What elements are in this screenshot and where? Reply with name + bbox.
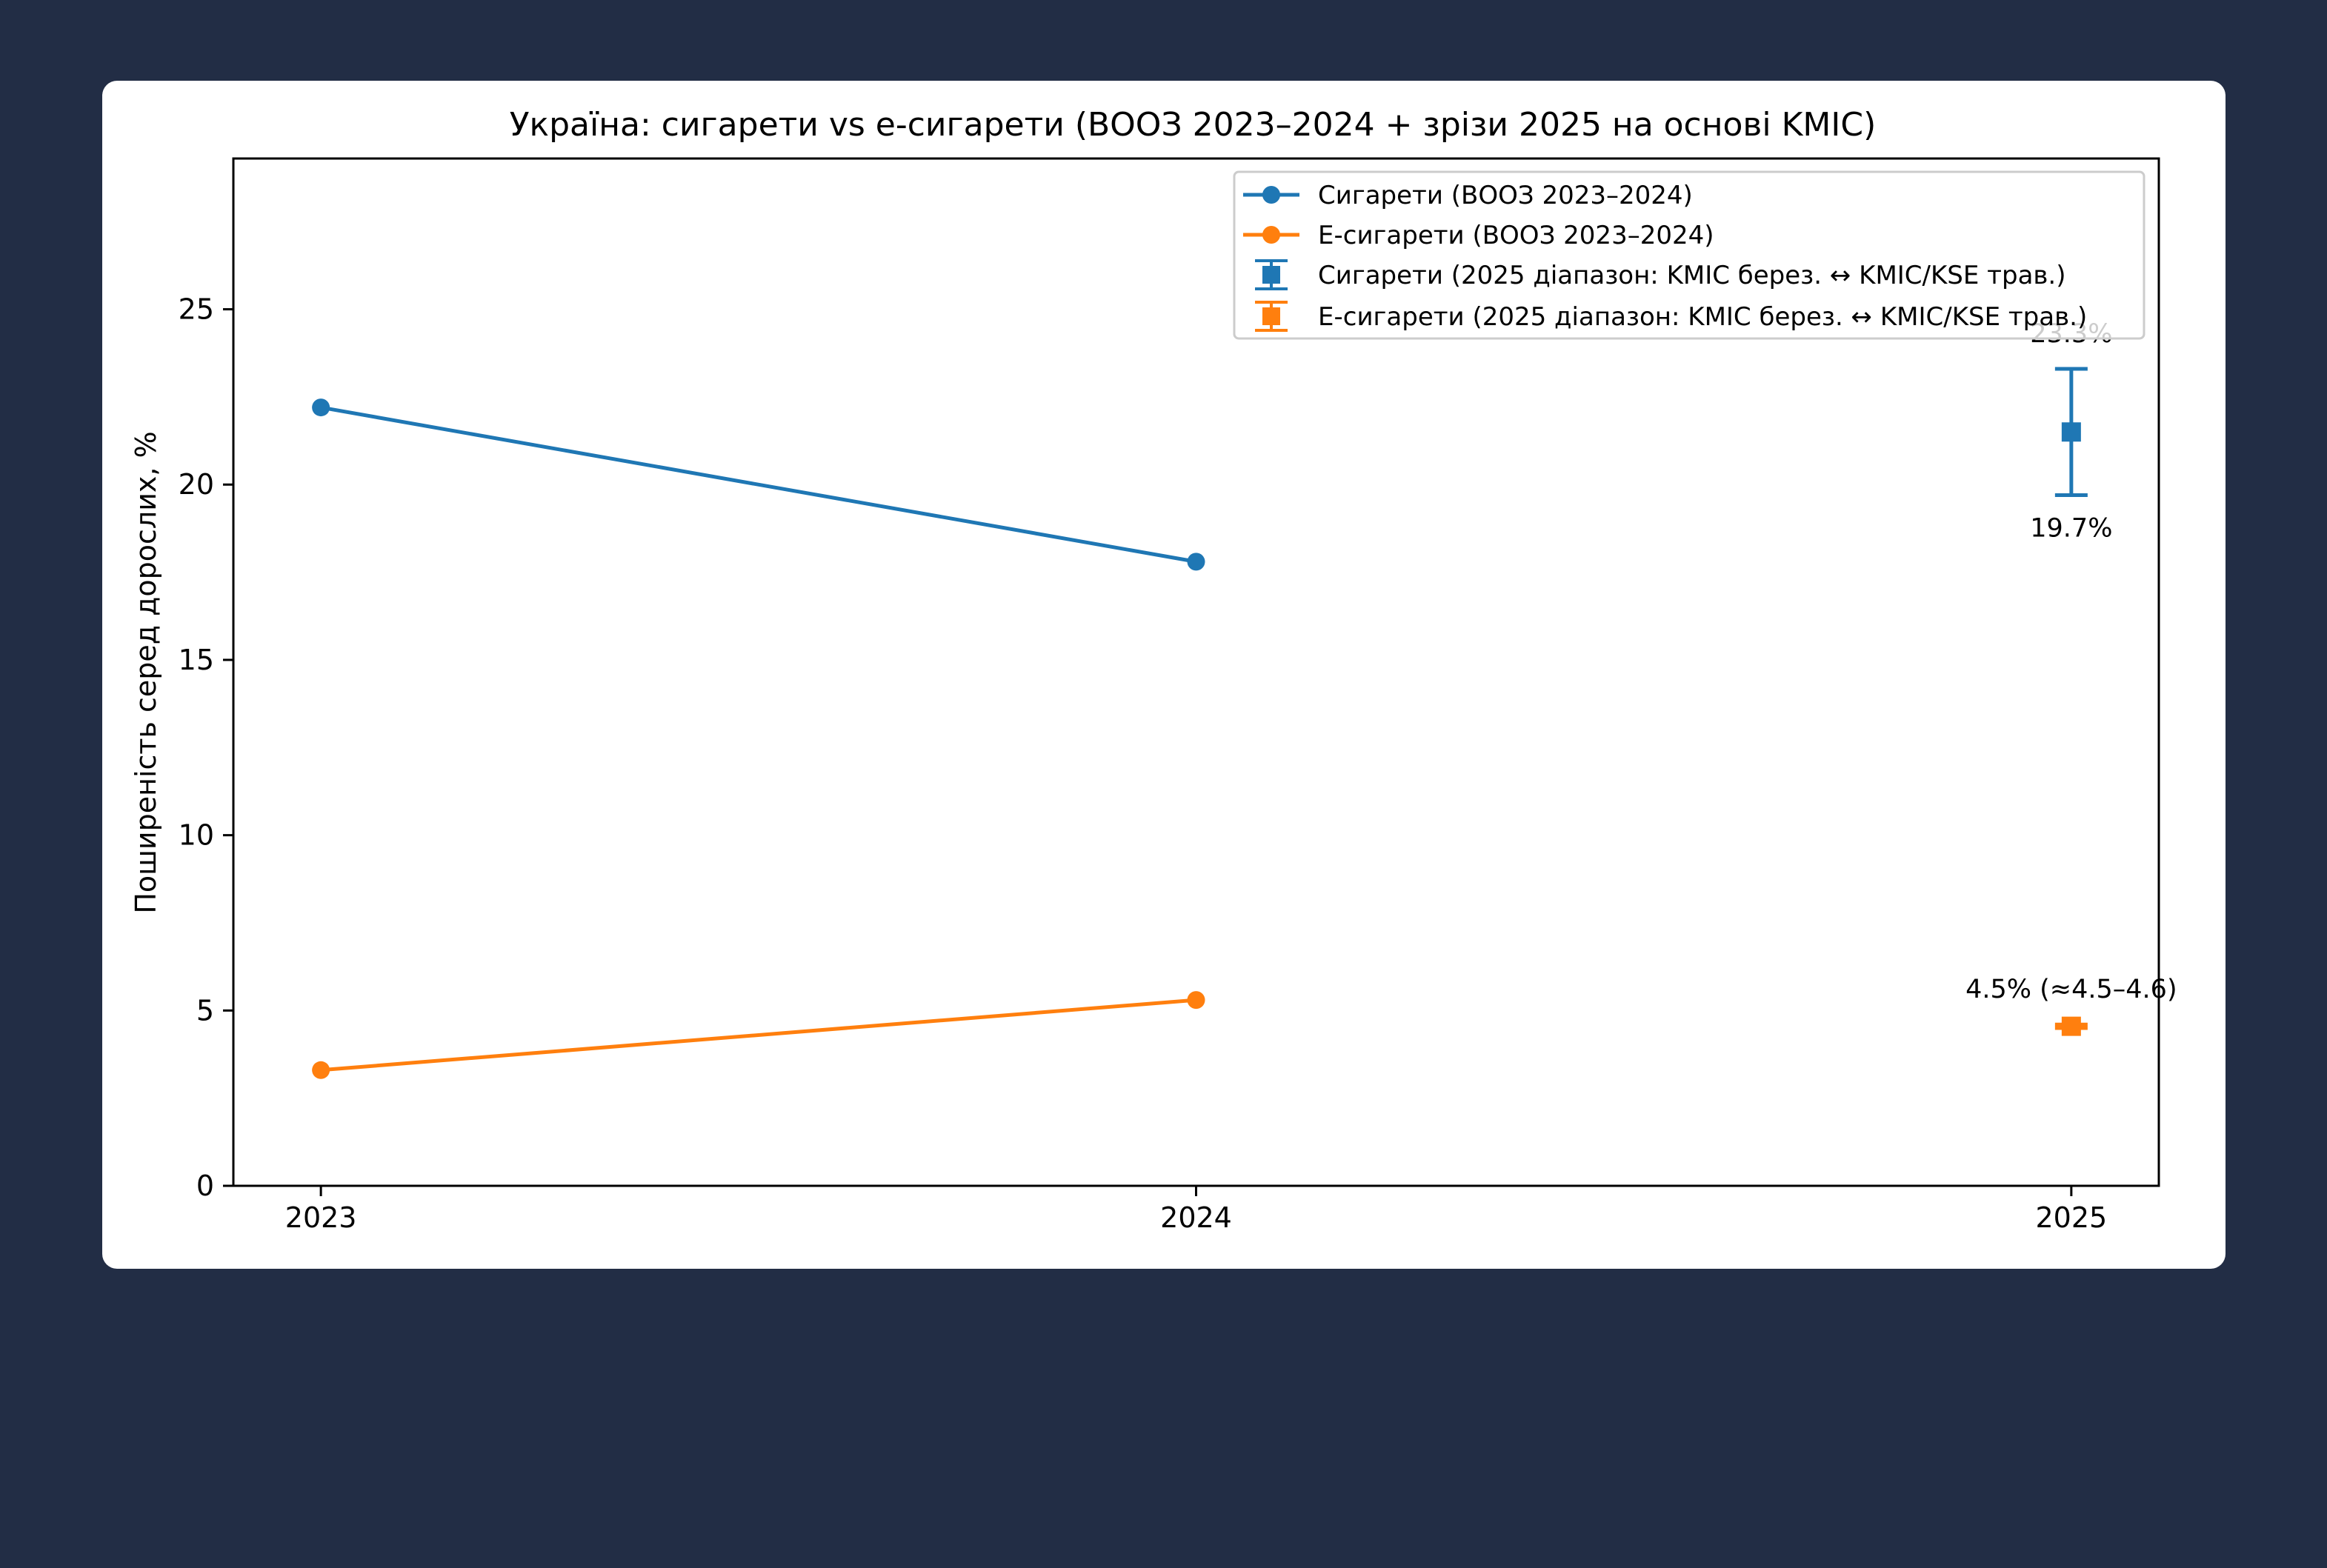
data-point: [1187, 991, 1205, 1010]
x-tick-label: 2025: [2036, 1201, 2108, 1234]
y-axis-label: Поширеність серед дорослих, %: [130, 431, 162, 913]
chart-title: Україна: сигарети vs е-сигарети (ВООЗ 20…: [510, 106, 1877, 144]
chart-card: Україна: сигарети vs е-сигарети (ВООЗ 20…: [102, 81, 2226, 1269]
legend: Сигарети (ВООЗ 2023–2024) Е-сигарети (ВОО…: [1233, 170, 2145, 340]
x-tick-label: 2024: [1160, 1201, 1232, 1234]
legend-entry-label: Сигарети (2025 діапазон: KMIC берез. ↔ K…: [1318, 261, 2066, 290]
data-point: [312, 398, 330, 417]
y-tick-label: 10: [179, 819, 214, 852]
legend-marker: [1262, 186, 1280, 204]
legend-entry-label: Е-сигарети (2025 діапазон: KMIC берез. ↔…: [1318, 302, 2087, 332]
range-marker: [2061, 422, 2081, 442]
y-tick-label: 25: [179, 293, 214, 326]
y-tick-label: 0: [196, 1170, 214, 1202]
range-marker: [2061, 1016, 2081, 1036]
legend-marker: [1262, 266, 1280, 284]
data-label: 4.5% (≈4.5–4.6): [1965, 975, 2177, 1004]
legend-entry-label: Е-сигарети (ВООЗ 2023–2024): [1318, 221, 1714, 250]
data-label: 19.7%: [2030, 513, 2112, 543]
series-line: [320, 405, 1196, 564]
data-point: [312, 1061, 330, 1079]
y-tick-label: 5: [196, 994, 214, 1027]
plot-area: 23.3%19.7%4.5% (≈4.5–4.6): [312, 319, 2177, 1079]
chart: Україна: сигарети vs е-сигарети (ВООЗ 20…: [130, 106, 2177, 1234]
x-tick-label: 2023: [285, 1201, 357, 1234]
legend-marker: [1262, 226, 1280, 244]
series-line: [320, 998, 1196, 1072]
data-point: [1187, 553, 1205, 571]
legend-marker: [1262, 307, 1280, 325]
y-tick-label: 20: [179, 468, 214, 501]
legend-entry-label: Сигарети (ВООЗ 2023–2024): [1318, 181, 1693, 210]
y-tick-label: 15: [179, 644, 214, 676]
legend-box: [1233, 170, 2145, 340]
